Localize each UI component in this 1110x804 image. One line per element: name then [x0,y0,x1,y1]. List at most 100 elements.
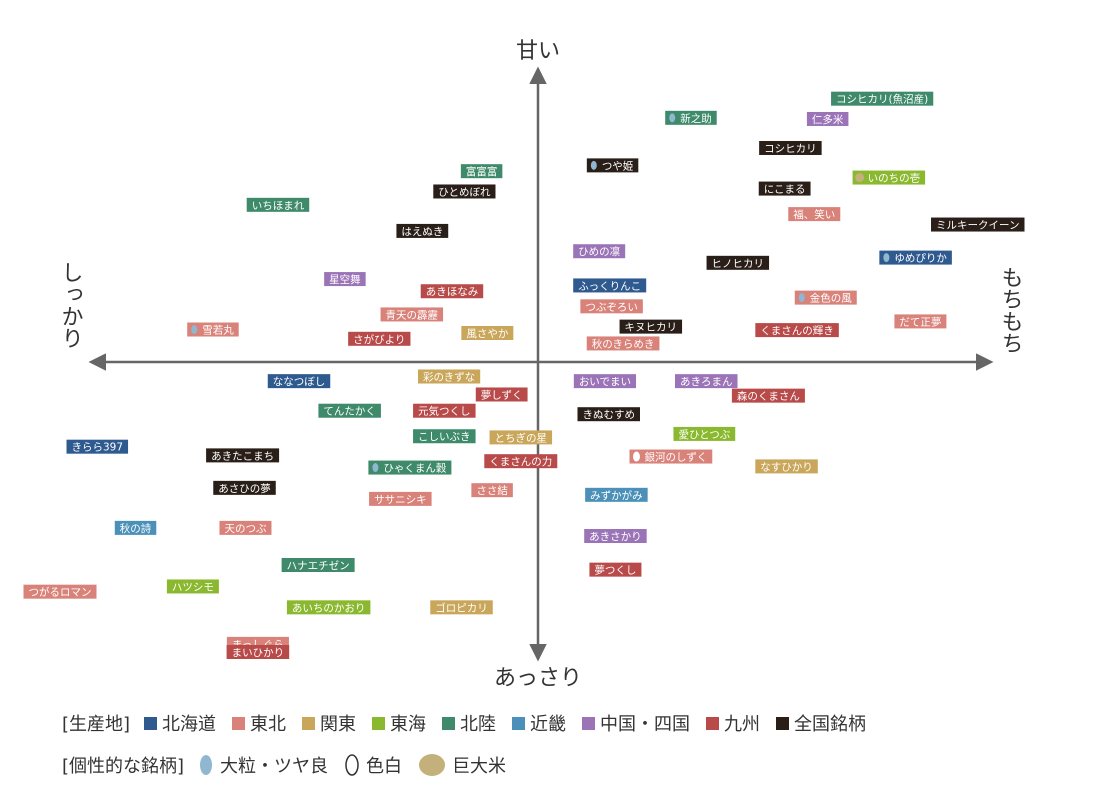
legend-trait-label: 大粒・ツヤ良 [220,756,329,777]
large-grain-icon [798,293,805,303]
rice-tag-22: だて正夢 [894,314,947,329]
rice-tag-label: きぬむすめ [582,409,635,421]
rice-tag-label: つがるロマン [29,586,92,599]
rice-tag-45: ひゃくまん穀 [368,460,452,475]
legend-trait-large: 大粒・ツヤ良 [198,752,328,778]
rice-tag-54: ハナエチゼン [281,558,355,572]
rice-tag-box [584,529,647,543]
legend-label: 全国銘柄 [794,714,867,735]
rice-tag-label: ふっくりんこ [578,280,641,292]
rice-tag-label: ハナエチゼン [287,560,350,572]
rice-tag-label: さがびより [353,333,405,346]
rice-tag-59: ゴロピカリ [430,600,493,615]
legend-item-tokai: 東海 [372,710,426,736]
legend-label: 東北 [250,714,287,735]
legend-swatch [372,716,386,730]
rice-tag-box [114,520,157,535]
rice-tag-28: 秋のきらめき [586,336,660,351]
rice-tag-label: おいでまい [579,376,631,388]
axis-label-left: しっかり [58,261,83,349]
rice-tag-label: 仁多米 [812,113,844,126]
rice-tag-box [931,217,1025,232]
rice-tag-31: おいでまい [573,374,637,389]
legend-trait-label: 色白 [366,756,403,777]
rice-tag-label: はえぬき [401,226,443,238]
rice-tag-box [489,430,553,445]
rice-tag-42: あきたこまち [206,448,280,463]
rice-tag-box [758,181,811,196]
rice-tag-label: コシヒカリ(魚沼産) [836,93,928,106]
rice-tag-box [585,487,648,502]
rice-tag-41: きらら397 [66,439,129,454]
rice-tag-label: つぶぞろい [585,301,638,313]
rice-tag-box [324,272,366,287]
rice-tag-box [577,407,640,422]
rice-tag-box [894,314,947,329]
rice-tag-29: 彩のきずな [417,369,481,384]
rice-tag-24: キヌヒカリ [619,319,683,334]
rice-tag-56: ハツシモ [166,579,219,594]
rice-tag-53: あきさかり [584,529,647,543]
rice-tag-49: ササニシキ [369,491,432,506]
legend-swatch [442,716,456,730]
rice-tag-52: 天のつぶ [219,520,272,535]
legend-label: 九州 [724,714,761,735]
rice-tag-label: ななつぼし [273,376,326,388]
legend-swatch [512,716,526,730]
rice-tag-box [573,374,637,389]
rice-tag-12: ミルキークイーン [931,217,1025,232]
rice-tag-44: 銀河のしずく [629,449,713,464]
rice-tag-label: コシヒカリ [764,143,817,155]
rice-tag-box [831,91,934,106]
legend-item-hokkaido: 北海道 [144,710,216,736]
rice-tag-36: 元気つくし [413,403,476,418]
rice-tag-box [573,278,647,293]
rice-tag-box [413,429,476,444]
rice-tag-35: てんたかく [318,403,381,418]
rice-tag-box [586,158,639,173]
legend-label: 関東 [320,714,357,735]
rice-tag-box [580,299,643,314]
rice-tag-label: くまさんの力 [489,455,552,468]
rice-tag-label: 愛ひとつぶ [678,428,730,441]
rice-tag-label: 新之助 [680,112,712,125]
rice-tag-label: あきほなみ [426,286,479,298]
axis-label-right: もちもち [998,266,1023,354]
rice-tag-label: 富富富 [466,165,498,178]
rice-tag-label: 秋の詩 [120,522,152,535]
rice-tag-19: 金色の風 [794,290,857,305]
rice-tag-box [484,454,558,469]
rice-tag-box [475,387,528,402]
rice-tag-box [396,223,449,238]
rice-tag-label: あきろまん [680,376,733,388]
rice-tag-30: ななつぼし [267,374,331,389]
rice-tag-15: ヒノヒカリ [706,255,770,270]
large-grain-icon [669,113,676,123]
rice-tag-label: くまさんの輝き [760,325,834,337]
rice-tag-label: 秋のきらめき [592,337,655,350]
legend-label: 北陸 [460,714,497,735]
rice-tag-box [852,170,926,185]
large-grain-icon [191,325,198,335]
rice-tag-16: 星空舞 [324,272,366,287]
rice-tag-9: いちほまれ [246,197,310,212]
rice-tag-10: 福、笑い [788,207,841,222]
rice-tag-label: いちほまれ [252,200,305,212]
rice-tag-box [665,110,717,125]
rice-tag-box [219,520,272,535]
rice-tag-box [706,255,770,270]
rice-tag-1: 新之助 [665,110,717,125]
rice-tag-label: キヌヒカリ [625,322,678,334]
rice-tag-box [413,403,476,418]
rice-tag-box [430,600,493,615]
rice-tag-box [586,336,660,351]
rice-tag-21: 青天の霹靂 [380,307,444,322]
axis-label-top: 甘い [516,39,560,64]
rice-tag-box [318,403,381,418]
rice-tag-box [573,244,626,259]
rice-tag-label: ハツシモ [172,581,214,593]
rice-tag-label: 風さやか [466,328,508,340]
rice-tag-box [794,290,857,305]
rice-tag-39: とちぎの星 [489,430,553,445]
rice-tag-box [286,600,371,615]
